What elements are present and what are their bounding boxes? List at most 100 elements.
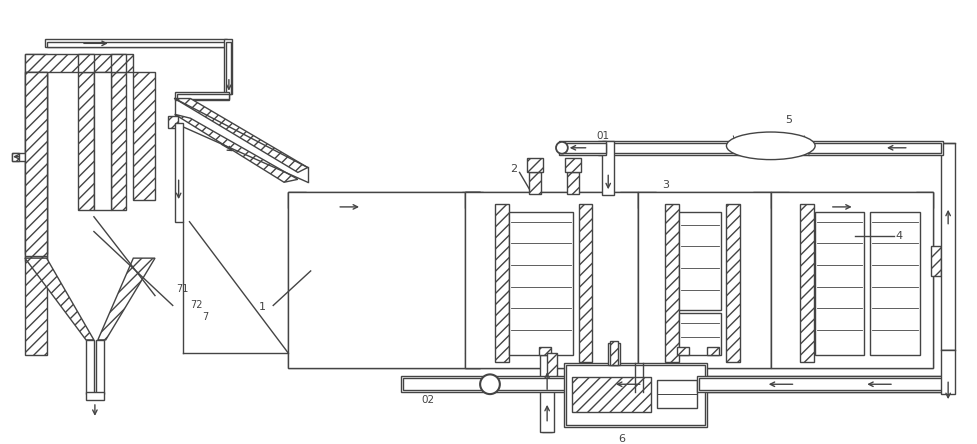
Bar (24, 54, 47, 261)
Bar (600, 143, 940, 153)
Bar (96, 340, 104, 394)
Bar (602, 141, 614, 195)
Bar (619, 192, 637, 353)
Bar (546, 353, 557, 382)
Bar (78, 54, 94, 72)
Text: 3: 3 (661, 180, 668, 190)
Bar (175, 91, 229, 99)
Bar (401, 377, 947, 392)
Bar (637, 353, 770, 369)
Bar (664, 204, 678, 361)
Bar (94, 72, 110, 210)
Bar (676, 347, 689, 355)
Bar (914, 192, 932, 353)
Circle shape (556, 142, 568, 154)
Bar (565, 158, 580, 172)
Bar (508, 212, 573, 355)
Bar (608, 343, 619, 365)
Bar (287, 353, 480, 369)
Bar (697, 377, 948, 392)
Bar (940, 350, 955, 394)
Bar (799, 204, 813, 361)
Bar (465, 353, 637, 369)
Bar (559, 141, 606, 155)
Bar (110, 72, 126, 210)
Bar (657, 381, 697, 408)
Bar (168, 116, 178, 128)
Bar (465, 192, 637, 369)
Bar (637, 192, 770, 208)
Bar (24, 72, 47, 254)
Bar (930, 246, 940, 276)
Bar (494, 204, 508, 361)
Bar (86, 392, 104, 400)
Bar (770, 192, 787, 353)
Bar (403, 378, 945, 390)
Polygon shape (98, 258, 154, 340)
Polygon shape (24, 258, 94, 340)
Bar (24, 54, 133, 72)
Bar (287, 192, 480, 208)
Bar (12, 153, 30, 161)
Bar (465, 192, 483, 353)
Bar (175, 123, 183, 222)
Bar (538, 347, 550, 355)
Bar (465, 192, 637, 208)
Ellipse shape (726, 132, 814, 159)
Text: 01: 01 (596, 131, 609, 141)
Bar (572, 377, 650, 412)
Bar (706, 347, 718, 355)
Bar (870, 212, 918, 355)
Bar (770, 192, 932, 369)
Bar (940, 143, 955, 350)
Bar (564, 363, 706, 427)
Bar (24, 256, 47, 355)
Bar (610, 341, 617, 365)
Bar (45, 40, 227, 48)
Bar (699, 378, 946, 390)
Bar (566, 365, 704, 424)
Bar (678, 313, 720, 355)
Bar (541, 353, 551, 432)
Text: 2: 2 (509, 164, 516, 174)
Bar (287, 192, 480, 369)
Bar (752, 192, 770, 353)
Text: 71: 71 (177, 284, 189, 293)
Bar (133, 72, 154, 200)
Bar (637, 192, 655, 353)
Bar (47, 42, 227, 48)
Bar (226, 42, 231, 94)
Bar (637, 192, 770, 369)
Bar (678, 212, 720, 310)
Text: 7: 7 (202, 312, 208, 322)
Circle shape (480, 374, 499, 394)
Bar (78, 72, 94, 210)
Bar (567, 172, 578, 194)
Bar (770, 192, 932, 208)
Bar (814, 212, 864, 355)
Bar (561, 143, 606, 153)
Bar (529, 172, 540, 194)
Bar (110, 54, 126, 72)
Text: 1: 1 (258, 302, 265, 313)
Text: 6: 6 (617, 434, 624, 444)
Bar (287, 192, 306, 353)
Bar (539, 355, 553, 432)
Text: 72: 72 (191, 301, 203, 310)
Bar (527, 158, 542, 172)
Bar (726, 204, 740, 361)
Bar (598, 141, 942, 155)
Bar (462, 192, 480, 353)
Polygon shape (175, 114, 298, 182)
Bar (86, 340, 94, 394)
Bar (24, 72, 47, 256)
Polygon shape (175, 99, 308, 172)
Bar (578, 204, 592, 361)
Bar (224, 40, 232, 94)
Text: 4: 4 (895, 231, 902, 242)
Bar (12, 153, 19, 161)
Bar (770, 353, 932, 369)
Text: 5: 5 (785, 115, 791, 125)
Text: 02: 02 (420, 395, 434, 405)
Bar (177, 94, 229, 99)
